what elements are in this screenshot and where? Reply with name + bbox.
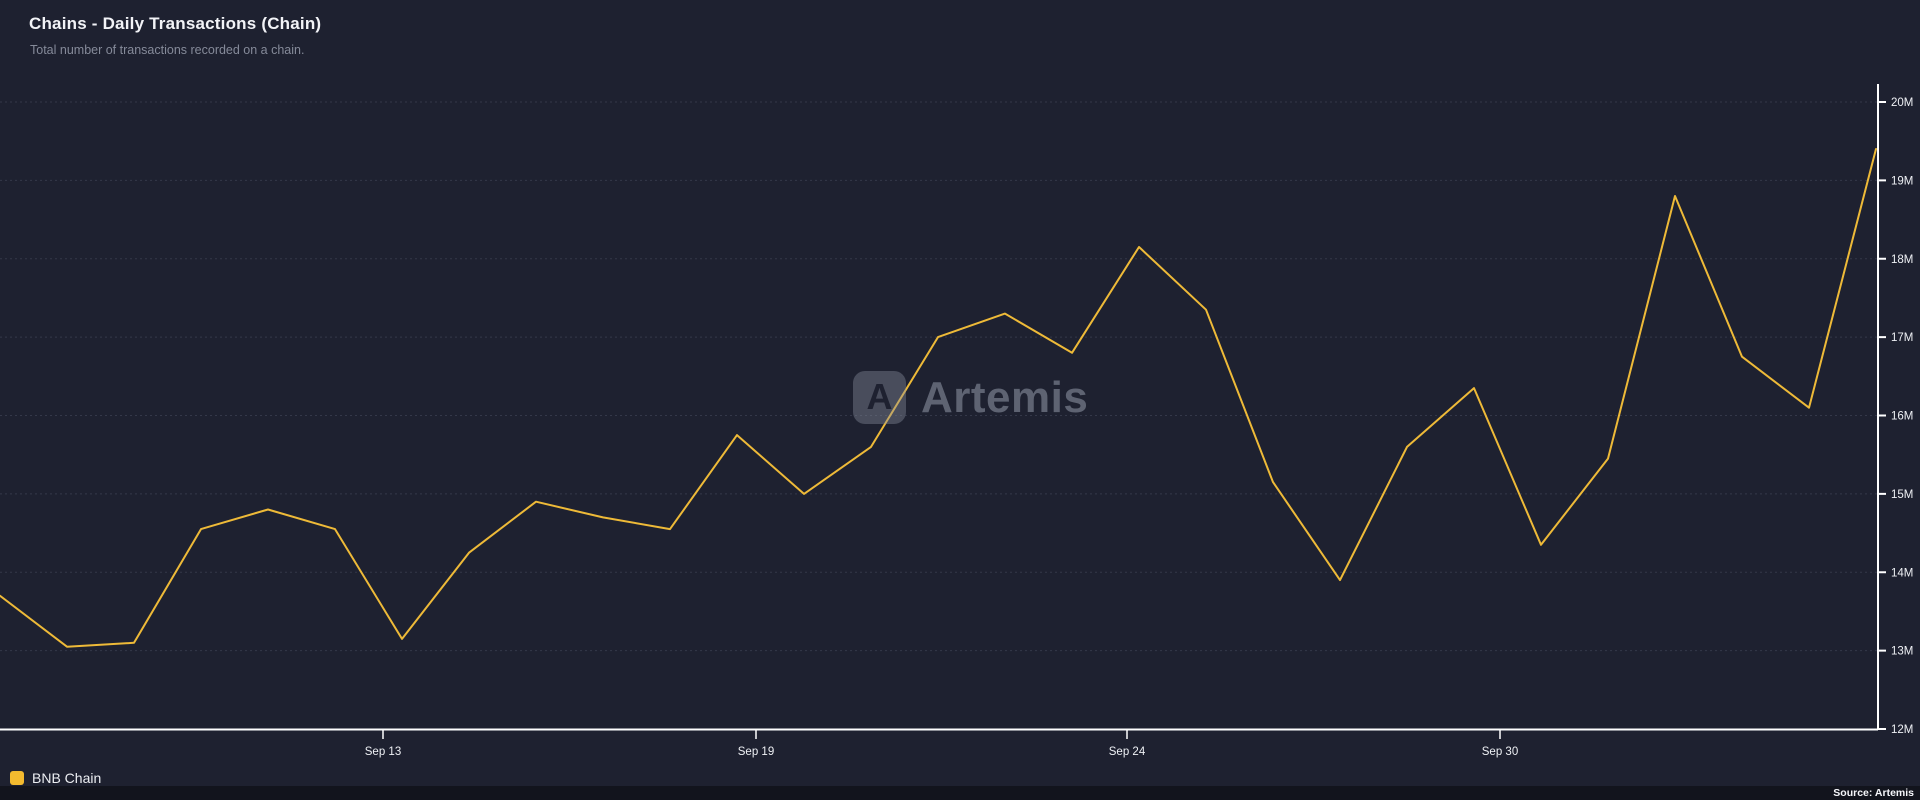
y-tick-label: 17M bbox=[1891, 332, 1913, 344]
page-subtitle: Total number of transactions recorded on… bbox=[30, 43, 305, 57]
y-tick-label: 15M bbox=[1891, 489, 1913, 501]
legend[interactable]: BNB Chain bbox=[10, 768, 101, 788]
y-tick-label: 14M bbox=[1891, 567, 1913, 579]
legend-label: BNB Chain bbox=[32, 770, 102, 786]
x-tick-label: Sep 30 bbox=[1482, 746, 1518, 758]
y-tick-label: 16M bbox=[1891, 411, 1913, 423]
chart-header: Chains - Daily Transactions (Chain) Tota… bbox=[29, 14, 321, 57]
footer-bar: Source: Artemis bbox=[0, 786, 1920, 800]
source-attribution: Source: Artemis bbox=[1833, 787, 1914, 799]
y-tick-label: 18M bbox=[1891, 254, 1913, 266]
series-line-bnb-chain[interactable] bbox=[0, 148, 1877, 648]
y-tick-label: 12M bbox=[1891, 724, 1913, 736]
x-tick-label: Sep 24 bbox=[1109, 746, 1146, 758]
y-tick-label: 19M bbox=[1891, 175, 1913, 187]
x-tick-label: Sep 13 bbox=[365, 746, 401, 758]
y-tick-label: 13M bbox=[1891, 646, 1913, 658]
page-title: Chains - Daily Transactions (Chain) bbox=[29, 14, 322, 33]
x-tick-label: Sep 19 bbox=[738, 746, 774, 758]
legend-color-swatch bbox=[10, 771, 24, 785]
y-tick-label: 20M bbox=[1891, 97, 1913, 109]
